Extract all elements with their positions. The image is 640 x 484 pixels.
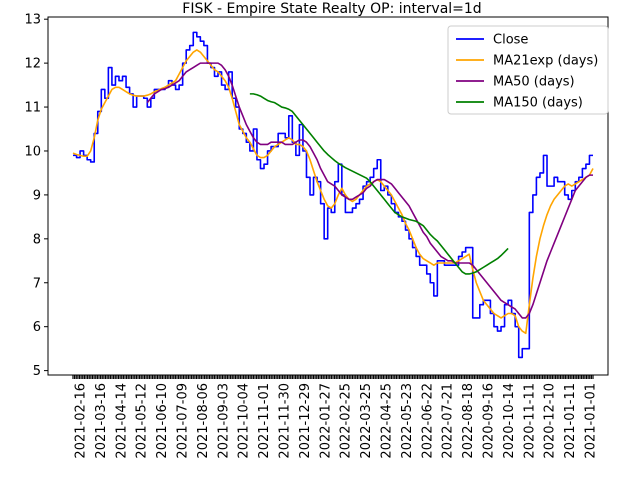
x-tick-label: 2020-09-16 bbox=[482, 383, 497, 459]
y-tick-label: 12 bbox=[24, 57, 41, 72]
legend-label: MA150 (days) bbox=[493, 96, 583, 111]
x-tick-label: 2022-08-18 bbox=[461, 383, 476, 459]
x-tick-label: 2020-12-10 bbox=[543, 383, 558, 459]
y-tick-label: 11 bbox=[24, 101, 41, 116]
series-2 bbox=[146, 62, 593, 319]
x-tick-label: 2021-11-30 bbox=[278, 383, 293, 459]
legend-label: Close bbox=[493, 33, 528, 48]
axes-layer: 5 6 7 8 9 10 11 12 13 2021-02-16 2021-03-16 2021-04… bbox=[24, 13, 609, 459]
x-tick-label: 2022-06-22 bbox=[420, 383, 435, 459]
x-tick-label: 2021-12-29 bbox=[298, 383, 313, 459]
legend-box bbox=[447, 25, 609, 115]
y-tick-label: 6 bbox=[33, 320, 41, 335]
x-tick-label: 2022-01-27 bbox=[318, 383, 333, 459]
x-tick-label: 2021-09-03 bbox=[216, 383, 231, 459]
x-tick-label: 2020-10-14 bbox=[502, 383, 517, 459]
series-line-ma21exp-days- bbox=[72, 49, 594, 335]
y-tick-label: 9 bbox=[33, 188, 41, 203]
y-tick-label: 7 bbox=[33, 276, 41, 291]
series-1 bbox=[72, 49, 594, 335]
x-tick-label: 2021-06-10 bbox=[155, 383, 170, 459]
x-tick-label: 2022-02-25 bbox=[339, 383, 354, 459]
x-tick-label: 2021-01-11 bbox=[563, 383, 578, 459]
x-tick-label: 2021-05-12 bbox=[135, 383, 150, 459]
chart-title: FISK - Empire State Realty OP: interval=… bbox=[182, 1, 481, 17]
x-tick-label: 2022-07-21 bbox=[441, 383, 456, 459]
series-line-ma50-days- bbox=[146, 62, 593, 319]
x-tick-label: 2022-04-25 bbox=[380, 383, 395, 459]
y-tick-label: 10 bbox=[24, 144, 41, 159]
y-tick-label: 8 bbox=[33, 232, 41, 247]
x-tick-label: 2021-02-16 bbox=[74, 383, 89, 459]
x-tick-label: 2021-04-14 bbox=[114, 383, 129, 459]
x-tick-label: 2022-03-25 bbox=[359, 383, 374, 459]
y-tick-label: 13 bbox=[24, 13, 41, 28]
legend: Close MA21exp (days) MA50 (days) MA150 (day… bbox=[447, 25, 609, 115]
x-tick-label: 2020-11-11 bbox=[522, 383, 537, 459]
x-tick-label: 2022-05-23 bbox=[400, 383, 415, 459]
x-tick-label: 2021-01-01 bbox=[584, 383, 599, 459]
series-line-ma150-days- bbox=[249, 93, 509, 275]
x-tick-label: 2021-08-06 bbox=[196, 383, 211, 459]
x-tick-label: 2021-07-09 bbox=[176, 383, 191, 459]
legend-label: MA21exp (days) bbox=[493, 54, 598, 69]
legend-label: MA50 (days) bbox=[493, 75, 575, 90]
x-tick-label: 2021-10-04 bbox=[237, 383, 252, 459]
series-layer bbox=[72, 31, 594, 359]
x-tick-label: 2021-03-16 bbox=[94, 383, 109, 459]
y-tick-label: 5 bbox=[33, 364, 41, 379]
x-tick-label: 2021-11-01 bbox=[257, 383, 272, 459]
series-3 bbox=[249, 93, 509, 275]
